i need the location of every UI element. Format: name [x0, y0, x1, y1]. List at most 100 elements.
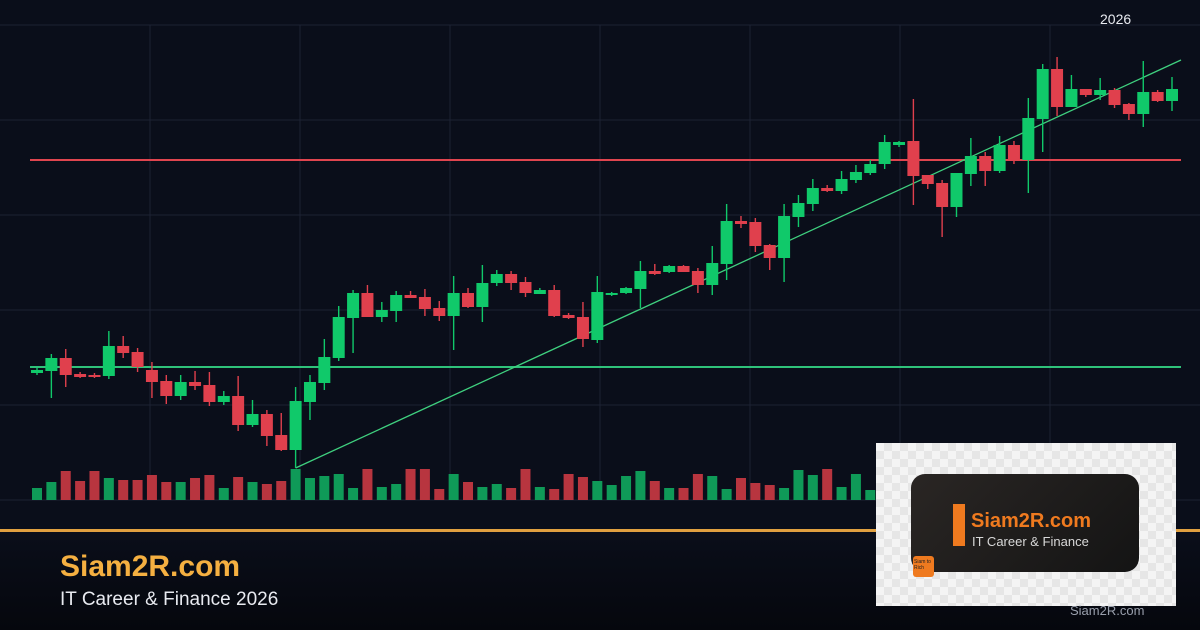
candle-body: [864, 164, 877, 173]
volume-bar: [850, 474, 861, 500]
candle-body: [490, 274, 503, 283]
volume-bar: [807, 475, 818, 500]
candle-body: [763, 245, 776, 258]
candle-body: [893, 142, 906, 145]
watermark: Siam2R.com: [1070, 603, 1145, 618]
volume-bar: [750, 483, 761, 500]
candle-body: [347, 293, 360, 318]
volume-bar: [261, 484, 272, 500]
volume-bar: [520, 469, 531, 500]
candle-body: [663, 266, 676, 272]
volume-bar: [75, 481, 86, 500]
volume-bar: [391, 484, 402, 500]
logo-image: Siam2R.com IT Career & Finance Siam to R…: [876, 443, 1176, 606]
volume-bar: [865, 490, 876, 500]
candlestick-chart: [0, 24, 1200, 501]
volume-bar: [692, 474, 703, 500]
logo-card: Siam2R.com IT Career & Finance: [911, 474, 1139, 572]
logo-subtitle: IT Career & Finance: [972, 534, 1089, 549]
candle-body: [131, 352, 144, 367]
candle-body: [74, 374, 87, 377]
candle-body: [964, 156, 977, 174]
candle-body: [447, 293, 460, 316]
logo-name: Siam2R.com: [971, 510, 1092, 532]
candle-body: [117, 346, 130, 353]
volume-bar: [233, 477, 244, 500]
volume-bar: [118, 480, 129, 500]
candle-body: [174, 382, 187, 396]
volume-bar: [678, 488, 689, 500]
volume-bar: [175, 482, 186, 500]
volume-bar: [405, 469, 416, 500]
candle-body: [390, 295, 403, 311]
volume-bar: [161, 482, 172, 500]
candle-body: [88, 375, 101, 377]
volume-bar: [319, 476, 330, 500]
candle-body: [1122, 104, 1135, 114]
candle-body: [404, 295, 417, 298]
candle-body: [634, 271, 647, 289]
candle-body: [246, 414, 259, 425]
candle-body: [1108, 90, 1121, 105]
candle-body: [462, 293, 475, 307]
logo-bar-icon: [953, 504, 965, 546]
candle-body: [1079, 89, 1092, 95]
grid: [0, 24, 1200, 501]
candle-body: [1022, 118, 1035, 160]
volume-bar: [247, 482, 258, 500]
candle-body: [217, 396, 230, 402]
year-tick-label: 2026: [1100, 11, 1132, 27]
brand-title: Siam2R.com: [60, 550, 241, 583]
candle-body: [907, 141, 920, 176]
volume-bar: [448, 474, 459, 500]
volume-bar: [506, 488, 517, 500]
candle-body: [1151, 92, 1164, 101]
volume-bar: [419, 469, 430, 500]
candle-body: [476, 283, 489, 307]
candle-body: [720, 221, 733, 264]
volume-bar: [304, 478, 315, 500]
candle-body: [1051, 69, 1064, 107]
candle-body: [677, 266, 690, 272]
volume-bar: [376, 487, 387, 500]
candle-body: [189, 382, 202, 386]
volume-bars: [32, 469, 876, 500]
candle-body: [562, 315, 575, 318]
volume-bar: [204, 475, 215, 500]
volume-bar: [649, 481, 660, 500]
volume-bar: [276, 481, 287, 500]
volume-bar: [290, 469, 301, 500]
volume-bar: [333, 474, 344, 500]
candle-body: [792, 203, 805, 217]
candle-body: [102, 346, 115, 376]
accent-divider: [0, 529, 1200, 532]
candle-body: [260, 414, 273, 436]
candle-body: [318, 357, 331, 383]
volume-bar: [434, 489, 445, 500]
candle-body: [936, 183, 949, 207]
candle-body: [31, 370, 43, 373]
volume-bar: [549, 489, 560, 500]
candle-body: [433, 308, 446, 316]
candle-body: [734, 221, 747, 224]
candle-body: [576, 317, 589, 339]
candle-body: [821, 188, 834, 191]
volume-bar: [190, 478, 201, 500]
volume-bar: [779, 488, 790, 500]
candle-body: [203, 385, 216, 402]
trend-line: [295, 59, 1182, 469]
volume-bar: [32, 488, 42, 500]
volume-bar: [822, 469, 833, 500]
candle-body: [806, 188, 819, 204]
candle-body: [418, 297, 431, 309]
candle-body: [375, 310, 388, 317]
candle-body: [1007, 145, 1020, 160]
volume-bar: [621, 476, 632, 500]
volume-bar: [635, 471, 646, 500]
volume-bar: [89, 471, 100, 500]
candle-body: [361, 293, 374, 317]
volume-bar: [46, 482, 57, 500]
brand-tagline: IT Career & Finance 2026: [60, 589, 279, 610]
volume-bar: [60, 471, 71, 500]
candles: [31, 57, 1178, 468]
